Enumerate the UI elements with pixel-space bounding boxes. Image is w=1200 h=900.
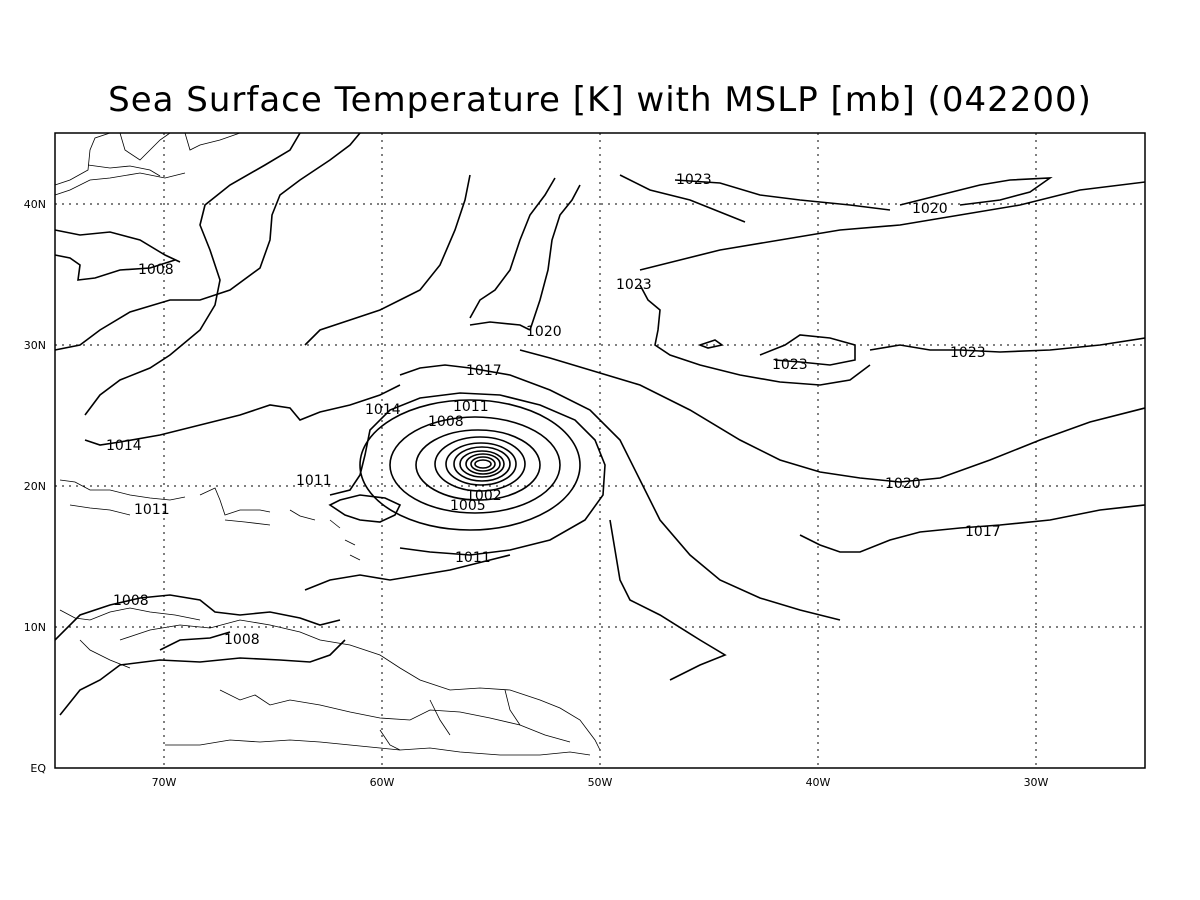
contour-label: 1011 <box>296 473 332 489</box>
contour-label: 1017 <box>466 363 502 379</box>
contour-label: 1002 <box>466 488 502 504</box>
contour-label: 1008 <box>428 414 464 430</box>
y-tick-label: 30N <box>24 339 46 352</box>
y-tick-label: 10N <box>24 621 46 634</box>
y-axis-labels: EQ 10N 20N 30N 40N <box>24 198 47 775</box>
grid-lines <box>55 133 1145 768</box>
contour-label: 1023 <box>772 357 808 373</box>
isobars <box>54 132 1146 716</box>
x-tick-label: 70W <box>152 776 177 789</box>
x-tick-label: 60W <box>370 776 395 789</box>
contour-label: 1014 <box>365 402 401 418</box>
y-tick-label: EQ <box>30 762 46 775</box>
contour-label: 1020 <box>526 324 562 340</box>
x-tick-label: 40W <box>806 776 831 789</box>
contour-label: 1011 <box>455 550 491 566</box>
contour-label: 1008 <box>138 262 174 278</box>
x-tick-label: 50W <box>588 776 613 789</box>
contour-label: 1023 <box>676 172 712 188</box>
x-tick-label: 30W <box>1024 776 1049 789</box>
contour-label: 1008 <box>113 593 149 609</box>
contour-label: 1020 <box>912 201 948 217</box>
contour-label: 1014 <box>106 438 142 454</box>
contour-label: 1005 <box>450 498 486 514</box>
contour-label: 1023 <box>950 345 986 361</box>
y-tick-label: 40N <box>24 198 46 211</box>
contour-label: 1017 <box>965 524 1001 540</box>
y-tick-label: 20N <box>24 480 46 493</box>
contour-labels: 1023 1020 1008 1023 1020 1023 1023 1017 … <box>106 172 1001 648</box>
contour-label: 1023 <box>616 277 652 293</box>
contour-label: 1011 <box>134 502 170 518</box>
contour-label: 1020 <box>885 476 921 492</box>
contour-label: 1008 <box>224 632 260 648</box>
x-axis-labels: 70W 60W 50W 40W 30W <box>152 776 1049 789</box>
map-title: Sea Surface Temperature [K] with MSLP [m… <box>108 80 1092 120</box>
contour-label: 1011 <box>453 399 489 415</box>
